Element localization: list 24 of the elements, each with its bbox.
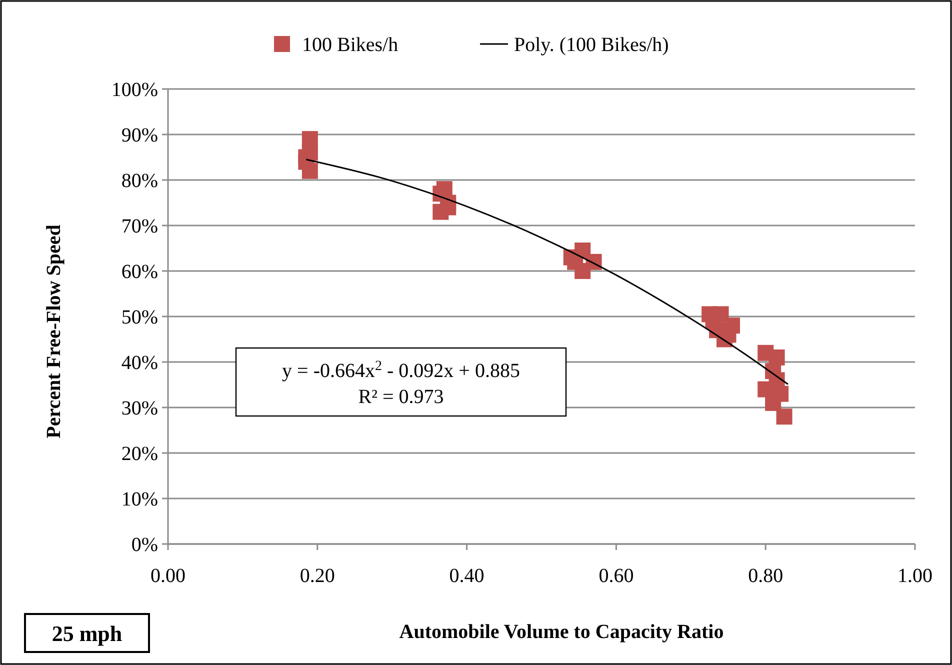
y-tick-label: 30% (121, 398, 158, 420)
annotation: y = -0.664x$^{2}$ - 0.092x + 0.885 R² = 0.973 (282, 358, 520, 408)
y-tick-label: 80% (121, 170, 158, 192)
y-tick-label: 20% (121, 443, 158, 465)
x-axis-title: Automobile Volume to Capacity Ratio (399, 621, 724, 643)
y-tick-label: 60% (121, 261, 158, 283)
speed-label-box: 25 mph (24, 613, 150, 653)
y-tick-label: 90% (121, 124, 158, 146)
y-axis-title: Percent Free-Flow Speed (43, 224, 65, 438)
y-tick-label: 10% (121, 488, 158, 510)
y-tick-label: 0% (131, 534, 158, 556)
x-tick-label: 0.80 (748, 565, 784, 587)
y-tick-label: 50% (121, 306, 158, 328)
equation-box: y = -0.664x$^{2}$ - 0.092x + 0.885 R² = 0.973 (235, 347, 567, 417)
x-tick-label: 0.00 (150, 565, 186, 587)
x-tick-label: 1.00 (898, 565, 932, 587)
y-tick-label: 70% (121, 216, 158, 238)
x-tick-label: 0.40 (449, 565, 484, 587)
legend-label: Poly. (100 Bikes/h) (514, 34, 669, 56)
x-tick-label: 0.20 (300, 565, 335, 587)
y-tick-label: 40% (121, 352, 158, 374)
legend-label: 100 Bikes/h (302, 34, 398, 56)
y-tick-label: 100% (111, 79, 158, 101)
x-tick-label: 0.60 (598, 565, 634, 587)
